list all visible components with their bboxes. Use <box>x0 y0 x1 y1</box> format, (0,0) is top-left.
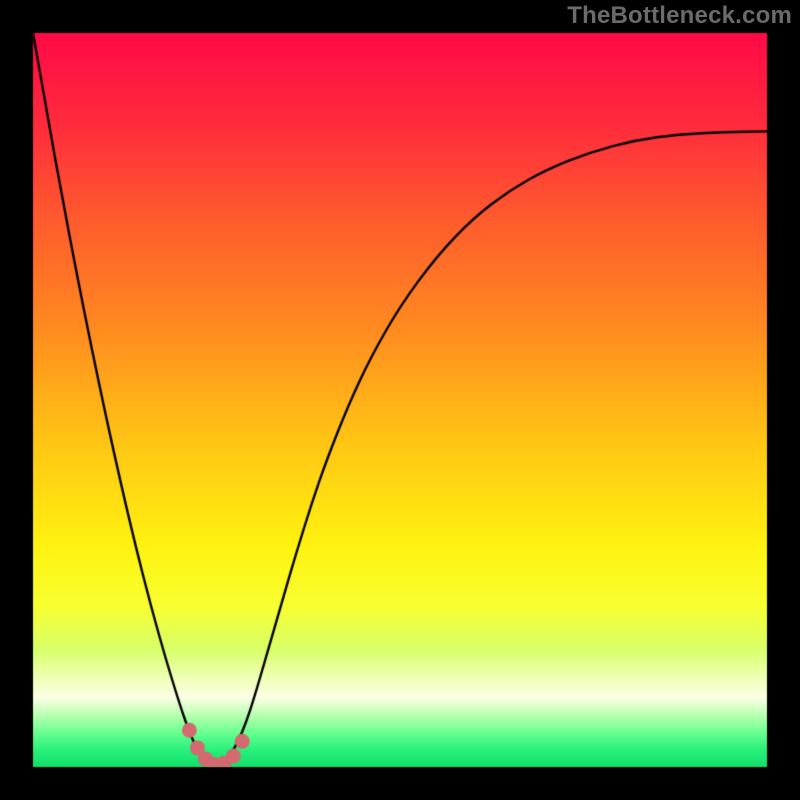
watermark-text: TheBottleneck.com <box>567 2 792 30</box>
curve-layer <box>0 0 800 800</box>
chart-stage: TheBottleneck.com <box>0 0 800 800</box>
